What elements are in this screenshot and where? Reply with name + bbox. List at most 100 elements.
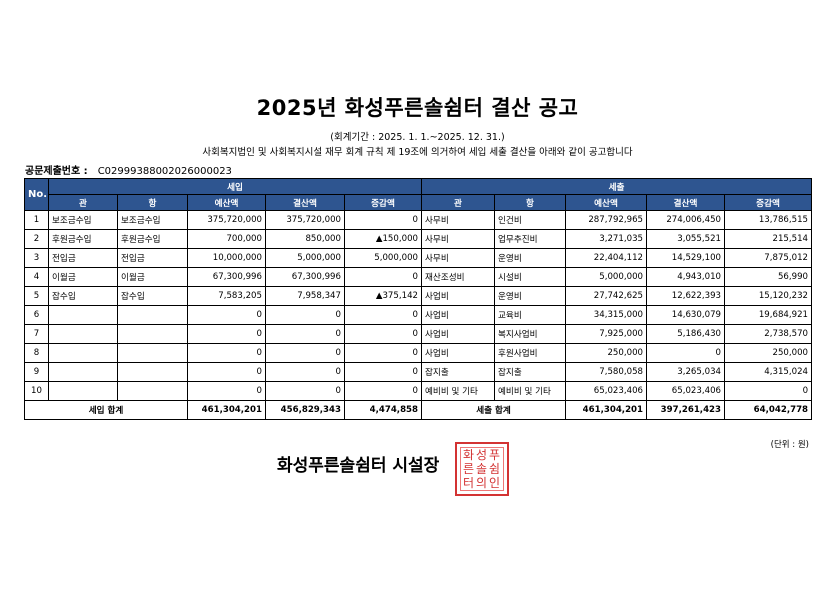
expense-hang: 예비비 및 기타 (494, 381, 567, 401)
revenue-hang (117, 305, 188, 325)
revenue-total-label: 세입 합계 (24, 400, 188, 420)
revenue-budget: 0 (187, 343, 266, 363)
expense-hang: 인건비 (494, 210, 567, 230)
revenue-gwan: 잡수입 (48, 286, 118, 306)
expense-budget: 22,404,112 (565, 248, 648, 268)
expense-change: 56,990 (724, 267, 813, 287)
revenue-settled: 0 (265, 343, 345, 363)
revenue-change: 0 (343, 305, 423, 325)
expense-budget: 65,023,406 (565, 381, 648, 401)
signature-line: 화성푸른솔쉼터 시설장 (277, 456, 440, 476)
expense-hang: 업무추진비 (494, 229, 567, 249)
revenue-budget: 0 (187, 324, 266, 344)
revenue-hang (117, 343, 188, 363)
expense-total-budget: 461,304,201 (565, 400, 648, 420)
expense-hang: 교육비 (494, 305, 567, 325)
revenue-change: ▲375,142 (343, 286, 423, 306)
revenue-change: 0 (343, 324, 423, 344)
revenue-change: 0 (343, 362, 423, 382)
expense-budget: 34,315,000 (565, 305, 648, 325)
fiscal-period: (회계기간 : 2025. 1. 1.~2025. 12. 31.) (330, 132, 505, 143)
seal-char: 터 (463, 476, 475, 490)
expense-total-change: 64,042,778 (724, 400, 813, 420)
table-row: 2 후원금수입 후원금수입 700,000 850,000 ▲150,000 사… (24, 229, 813, 249)
row-no: 6 (24, 305, 49, 325)
expense-budget: 3,271,035 (565, 229, 648, 249)
seal-char: 화 (463, 448, 475, 462)
row-no: 1 (24, 210, 49, 230)
table-row: 1 보조금수입 보조금수입 375,720,000 375,720,000 0 … (24, 210, 813, 230)
header-revenue-hang: 항 (117, 194, 188, 211)
expense-change: 15,120,232 (724, 286, 813, 306)
revenue-settled: 0 (265, 324, 345, 344)
seal-char: 인 (489, 476, 501, 490)
row-no: 8 (24, 343, 49, 363)
expense-gwan: 사무비 (421, 248, 496, 268)
revenue-total-change: 4,474,858 (343, 400, 423, 420)
header-revenue-gwan: 관 (48, 194, 118, 211)
expense-hang: 복지사업비 (494, 324, 567, 344)
expense-settled: 5,186,430 (646, 324, 726, 344)
seal-char: 쉼 (489, 462, 501, 476)
expense-gwan: 잡지출 (421, 362, 496, 382)
expense-budget: 27,742,625 (565, 286, 648, 306)
revenue-budget: 0 (187, 381, 266, 401)
expense-budget: 287,792,965 (565, 210, 648, 230)
revenue-gwan: 후원금수입 (48, 229, 118, 249)
page-title: 2025년 화성푸른솔쉼터 결산 공고 (256, 96, 579, 120)
revenue-budget: 0 (187, 305, 266, 325)
expense-gwan: 사업비 (421, 305, 496, 325)
header-expense: 세출 (421, 178, 813, 195)
table-row: 5 잡수입 잡수입 7,583,205 7,958,347 ▲375,142 사… (24, 286, 813, 306)
revenue-gwan: 보조금수입 (48, 210, 118, 230)
revenue-budget: 0 (187, 362, 266, 382)
expense-change: 4,315,024 (724, 362, 813, 382)
expense-total-label: 세출 합계 (421, 400, 567, 420)
expense-gwan: 사업비 (421, 343, 496, 363)
revenue-change: 0 (343, 210, 423, 230)
submission-label: 공문제출번호 : (25, 166, 88, 177)
revenue-budget: 10,000,000 (187, 248, 266, 268)
expense-settled: 4,943,010 (646, 267, 726, 287)
seal-char: 푸 (489, 448, 501, 462)
header-no: No. (24, 178, 49, 211)
submission-value: C02999388002026000023 (97, 166, 232, 177)
revenue-hang: 전입금 (117, 248, 188, 268)
revenue-settled: 0 (265, 362, 345, 382)
revenue-hang (117, 362, 188, 382)
seal-char: 른 (463, 462, 475, 476)
table-row: 6 0 0 0 사업비 교육비 34,315,000 14,630,079 19… (24, 305, 813, 325)
expense-settled: 3,055,521 (646, 229, 726, 249)
settlement-table: No. 세입 세출 관 항 예산액 결산액 증감액 관 항 예산액 결산액 증감… (24, 178, 813, 420)
expense-gwan: 재산조성비 (421, 267, 496, 287)
expense-settled: 0 (646, 343, 726, 363)
revenue-gwan: 이월금 (48, 267, 118, 287)
official-seal: 화 성 푸 른 솔 쉼 터 의 인 (455, 442, 509, 496)
row-no: 7 (24, 324, 49, 344)
header-expense-budget: 예산액 (565, 194, 648, 211)
header-revenue-change: 증감액 (343, 194, 423, 211)
header-expense-change: 증감액 (724, 194, 813, 211)
expense-budget: 250,000 (565, 343, 648, 363)
revenue-hang (117, 324, 188, 344)
seal-char: 성 (476, 448, 488, 462)
expense-settled: 3,265,034 (646, 362, 726, 382)
expense-hang: 운영비 (494, 248, 567, 268)
header-revenue-settled: 결산액 (265, 194, 345, 211)
revenue-gwan (48, 362, 118, 382)
revenue-settled: 67,300,996 (265, 267, 345, 287)
revenue-hang (117, 381, 188, 401)
revenue-settled: 850,000 (265, 229, 345, 249)
expense-hang: 잡지출 (494, 362, 567, 382)
seal-inner-border (460, 447, 504, 491)
row-no: 5 (24, 286, 49, 306)
expense-budget: 7,925,000 (565, 324, 648, 344)
total-row: 세입 합계 461,304,201 456,829,343 4,474,858 … (24, 400, 813, 420)
revenue-budget: 700,000 (187, 229, 266, 249)
expense-gwan: 사무비 (421, 210, 496, 230)
revenue-change: 0 (343, 267, 423, 287)
revenue-change: ▲150,000 (343, 229, 423, 249)
header-expense-gwan: 관 (421, 194, 496, 211)
expense-settled: 14,529,100 (646, 248, 726, 268)
revenue-settled: 0 (265, 381, 345, 401)
